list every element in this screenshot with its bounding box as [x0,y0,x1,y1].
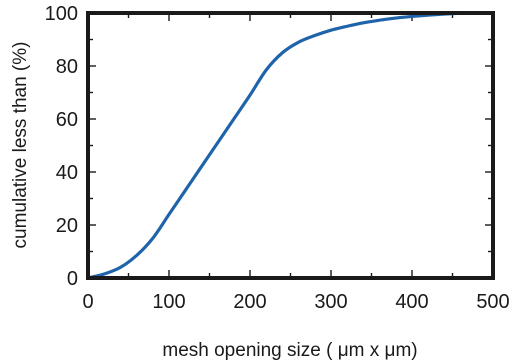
x-tick-label: 500 [476,291,509,313]
x-tick-label: 300 [314,291,347,313]
x-axis-title: mesh opening size ( μm x μm) [162,340,417,361]
y-tick-label: 0 [67,268,78,290]
x-tick-label: 100 [152,291,185,313]
x-tick-label: 400 [395,291,428,313]
y-tick-label: 60 [56,109,78,131]
x-tick-label: 0 [82,291,93,313]
plot-frame [86,11,495,280]
series-line [86,11,495,280]
y-axis-tick-labels: 0 20 40 60 80 100 [45,3,78,290]
y-tick-label: 80 [56,56,78,78]
y-axis-ticks [88,12,493,279]
y-tick-label: 20 [56,215,78,237]
y-tick-label: 40 [56,162,78,184]
y-axis-title: cumulative less than (%) [10,42,31,249]
x-tick-label: 200 [233,291,266,313]
x-axis-tick-labels: 0 100 200 300 400 500 [82,291,509,313]
x-axis-ticks [87,13,494,278]
y-tick-label: 100 [45,3,78,25]
